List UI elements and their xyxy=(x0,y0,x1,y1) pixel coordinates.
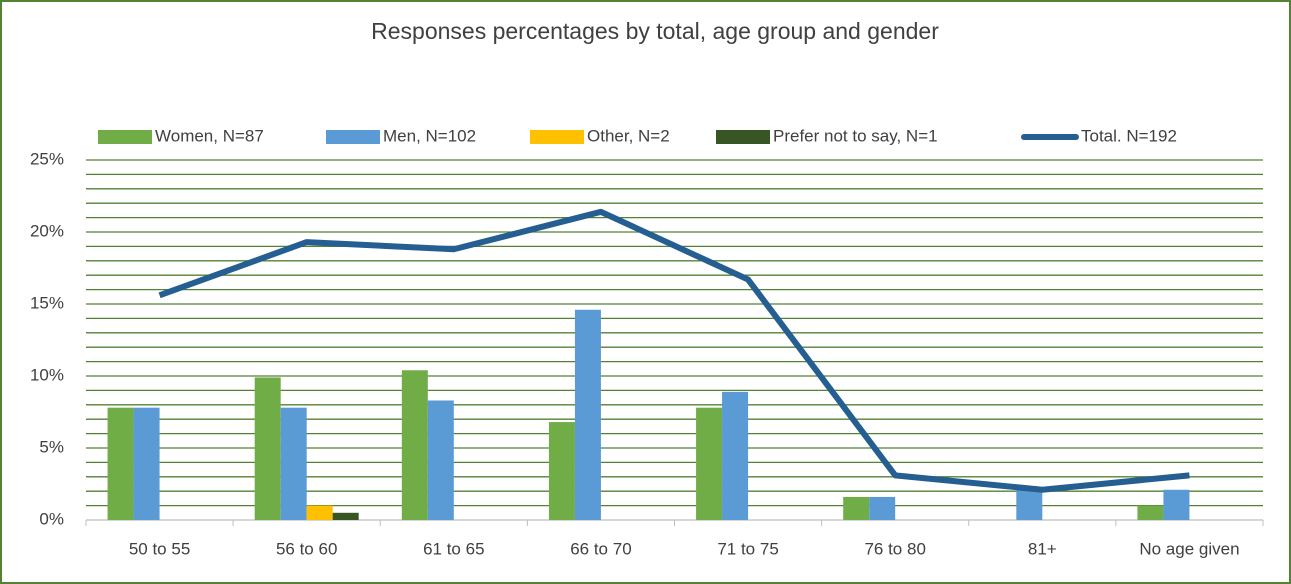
legend-swatch xyxy=(530,130,584,144)
x-tick-label: 66 to 70 xyxy=(570,539,631,558)
bar xyxy=(401,370,428,520)
x-tick-label: 76 to 80 xyxy=(864,539,925,558)
bar xyxy=(332,512,359,520)
x-tick-label: 71 to 75 xyxy=(717,539,778,558)
bar xyxy=(548,422,575,520)
legend-label: Prefer not to say, N=1 xyxy=(773,126,938,145)
bar xyxy=(722,391,749,520)
x-tick-label: 56 to 60 xyxy=(276,539,337,558)
bar xyxy=(427,400,454,520)
y-tick-label: 20% xyxy=(30,221,64,240)
bar xyxy=(306,505,333,520)
x-tick-label: 61 to 65 xyxy=(423,539,484,558)
x-tick-label: 50 to 55 xyxy=(129,539,190,558)
bar xyxy=(1016,489,1043,520)
bar xyxy=(574,309,601,520)
legend-label: Men, N=102 xyxy=(383,126,476,145)
bar xyxy=(1137,505,1164,520)
bar xyxy=(107,407,134,520)
bar xyxy=(843,496,870,520)
bar xyxy=(133,407,160,520)
chart-title: Responses percentages by total, age grou… xyxy=(371,18,939,44)
y-tick-label: 10% xyxy=(30,365,64,384)
bar xyxy=(280,407,307,520)
legend-swatch xyxy=(716,130,770,144)
line-series xyxy=(158,208,1190,493)
y-tick-label: 5% xyxy=(39,437,64,456)
bar xyxy=(1163,489,1190,520)
legend-label: Other, N=2 xyxy=(587,126,670,145)
y-tick-label: 25% xyxy=(30,149,64,168)
y-tick-label: 15% xyxy=(30,293,64,312)
x-tick-label: 81+ xyxy=(1028,539,1057,558)
legend-swatch xyxy=(326,130,380,144)
bar xyxy=(254,377,281,520)
legend-swatch xyxy=(98,130,152,144)
legend-label: Women, N=87 xyxy=(155,126,264,145)
bar xyxy=(696,407,723,520)
y-tick-label: 0% xyxy=(39,509,64,528)
x-tick-label: No age given xyxy=(1139,539,1239,558)
bar xyxy=(869,496,896,520)
legend-label: Total. N=192 xyxy=(1081,126,1177,145)
